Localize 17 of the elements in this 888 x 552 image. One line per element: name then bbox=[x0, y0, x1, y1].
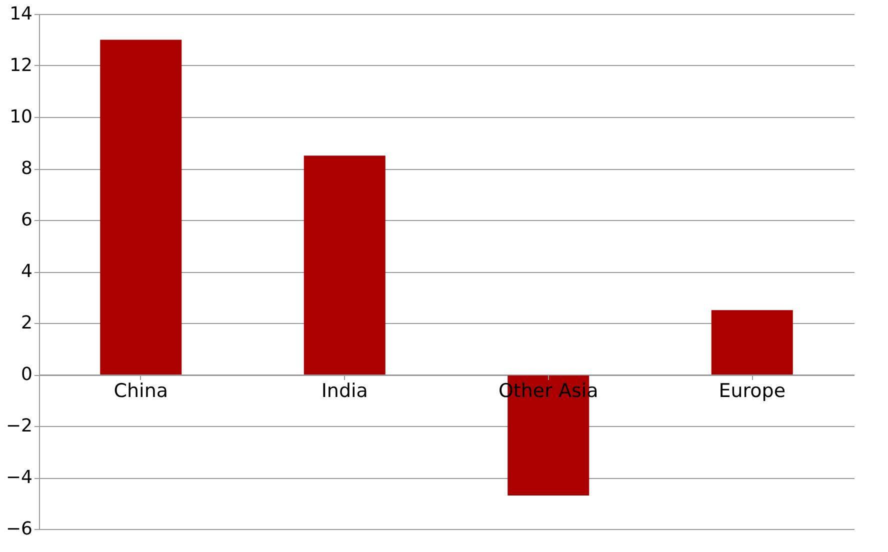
y-tick-label: 0 bbox=[21, 364, 32, 385]
y-tick-label: 12 bbox=[10, 55, 32, 76]
y-tick-label: 4 bbox=[21, 261, 32, 282]
bar bbox=[711, 310, 793, 374]
x-tick-label: Europe bbox=[718, 380, 786, 402]
bar bbox=[100, 40, 182, 374]
x-tick-label: India bbox=[321, 380, 368, 402]
y-tick-label: 14 bbox=[10, 4, 32, 24]
x-tick-label: China bbox=[114, 380, 168, 402]
y-tick-label: −6 bbox=[6, 518, 32, 540]
y-tick-label: 6 bbox=[21, 210, 32, 230]
y-tick-label: −2 bbox=[6, 416, 32, 436]
y-tick-label: 8 bbox=[21, 158, 32, 179]
y-tick-label: −4 bbox=[6, 467, 32, 488]
bar bbox=[304, 156, 386, 374]
y-tick-label: 10 bbox=[10, 106, 32, 128]
y-tick-label: 2 bbox=[21, 312, 32, 334]
